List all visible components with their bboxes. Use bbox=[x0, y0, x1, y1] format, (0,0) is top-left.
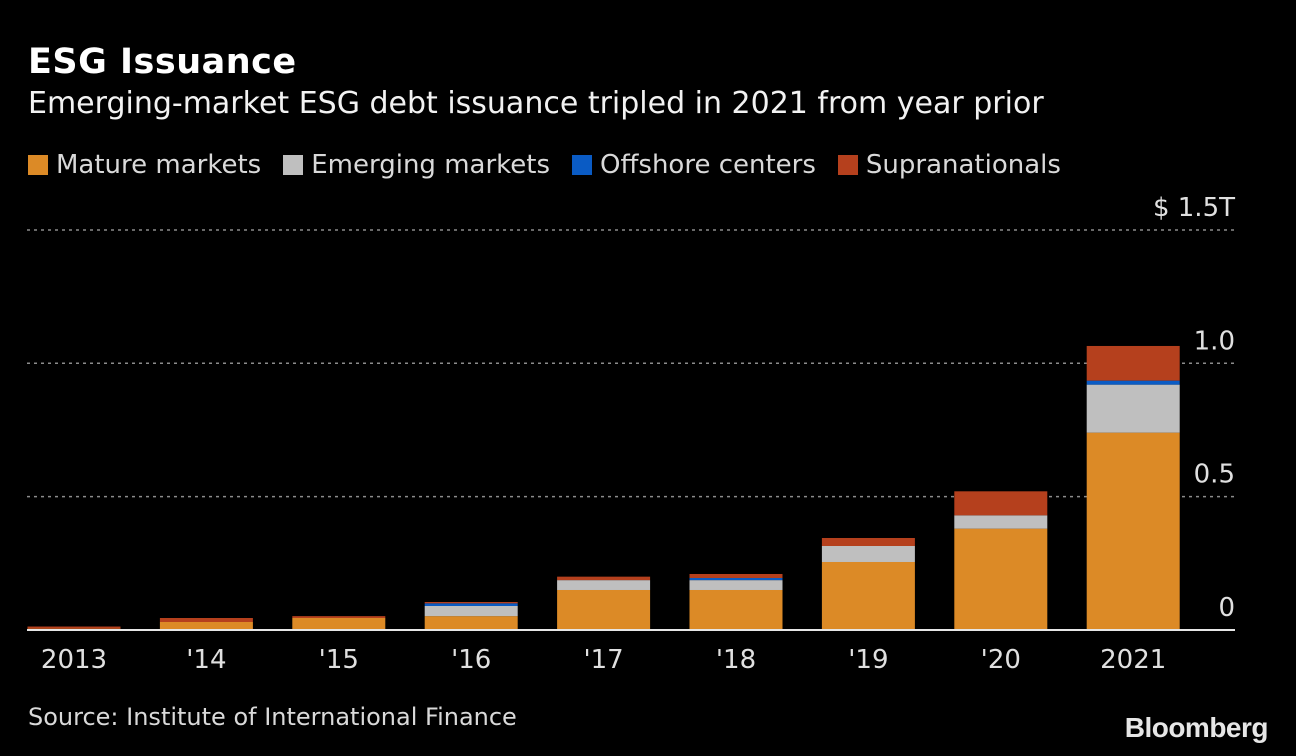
x-tick-label: '18 bbox=[716, 645, 756, 675]
y-tick-label: 0 bbox=[1218, 593, 1235, 623]
x-tick-label: '17 bbox=[583, 645, 623, 675]
x-tick-label: '15 bbox=[319, 645, 359, 675]
legend-swatch bbox=[572, 155, 593, 175]
bar-segment bbox=[954, 491, 1048, 516]
chart-title: ESG Issuance bbox=[28, 42, 297, 82]
legend-item: Supranationals bbox=[837, 150, 1061, 180]
legend-swatch bbox=[28, 155, 48, 175]
bar-segment bbox=[1086, 380, 1180, 385]
legend-label: Supranationals bbox=[865, 150, 1061, 180]
bar-segment bbox=[424, 616, 518, 630]
bar-segment bbox=[821, 561, 915, 630]
legend-item: Offshore centers bbox=[572, 150, 816, 180]
y-tick-label: $ 1.5T bbox=[1153, 193, 1235, 223]
y-tick-label: 0.5 bbox=[1194, 460, 1235, 490]
legend-item: Emerging markets bbox=[283, 150, 550, 180]
bar-segment bbox=[159, 621, 253, 630]
bar-segment bbox=[954, 528, 1048, 630]
bar-segment bbox=[1086, 345, 1180, 381]
legend-label: Offshore centers bbox=[600, 150, 816, 180]
bar-segment bbox=[424, 603, 518, 606]
legend-swatch bbox=[837, 155, 858, 175]
x-tick-label: 2013 bbox=[41, 645, 107, 675]
bar-segment bbox=[821, 537, 915, 546]
bar-segment bbox=[292, 616, 386, 618]
bar-segment bbox=[292, 617, 386, 630]
legend: Mature markets Emerging markets Offshore c… bbox=[28, 150, 1061, 180]
legend-label: Emerging markets bbox=[311, 150, 551, 180]
bar-segment bbox=[689, 580, 783, 590]
x-tick-label: '14 bbox=[186, 645, 226, 675]
bar-segment bbox=[27, 626, 121, 629]
bloomberg-logo: Bloomberg bbox=[1124, 712, 1269, 743]
legend-swatch bbox=[283, 155, 304, 175]
x-tick-label: '16 bbox=[451, 645, 491, 675]
bar-segment bbox=[689, 577, 783, 581]
legend-label: Mature markets bbox=[56, 150, 262, 180]
source-note: Source: Institute of International Finan… bbox=[28, 703, 517, 731]
y-tick-label: 1.0 bbox=[1194, 326, 1235, 356]
x-tick-label: '20 bbox=[981, 645, 1021, 675]
bar-segment bbox=[557, 589, 651, 630]
bar-segment bbox=[159, 617, 253, 622]
bar-segment bbox=[954, 515, 1048, 529]
bar-segment bbox=[821, 545, 915, 562]
bar-segment bbox=[557, 576, 651, 581]
bar-segment bbox=[424, 601, 518, 604]
x-tick-label: 2021 bbox=[1100, 645, 1166, 675]
bars bbox=[27, 345, 1180, 630]
x-tick-label: '19 bbox=[848, 645, 888, 675]
bar-segment bbox=[689, 589, 783, 630]
chart-subtitle: Emerging-market ESG debt issuance triple… bbox=[28, 86, 1044, 121]
bar-segment bbox=[424, 605, 518, 617]
bar-segment bbox=[1086, 432, 1180, 630]
legend-item: Mature markets bbox=[28, 150, 261, 180]
bar-segment bbox=[1086, 384, 1180, 433]
bar-segment bbox=[557, 580, 651, 590]
bar-segment bbox=[689, 573, 783, 578]
